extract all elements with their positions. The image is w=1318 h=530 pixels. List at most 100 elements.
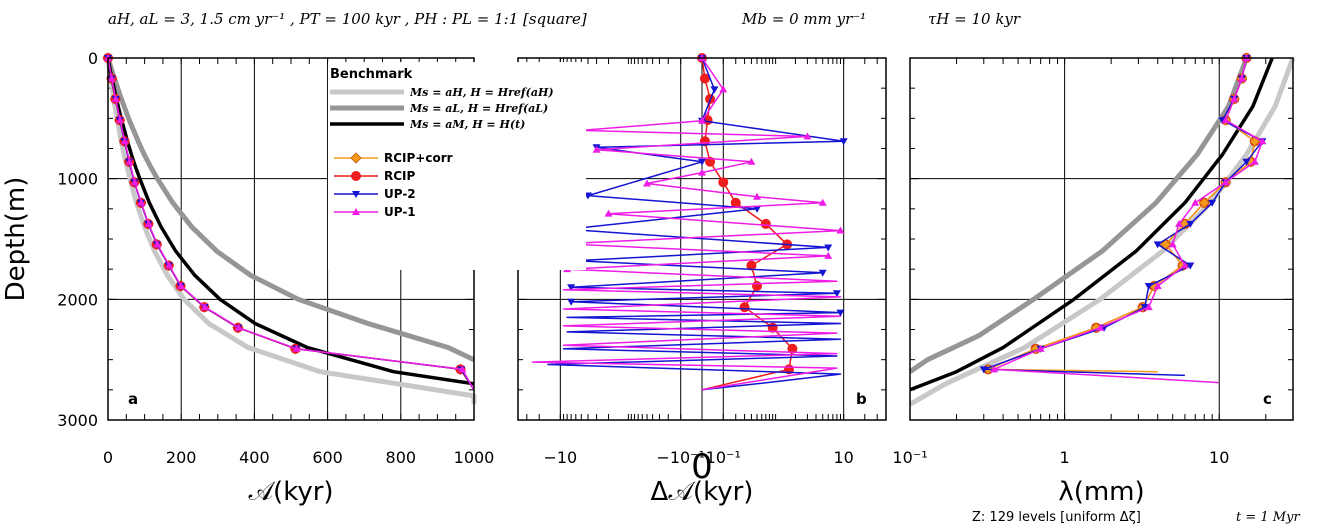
data-point [1180, 261, 1189, 269]
data-point [1208, 199, 1217, 207]
data-point [584, 192, 593, 200]
legend-item: UP-2 [334, 187, 416, 201]
plot-frame [909, 57, 1294, 421]
x-tick-label: −10⁻¹ [656, 448, 705, 467]
data-point [1140, 304, 1149, 312]
legend-box [328, 62, 586, 270]
data-point [177, 282, 186, 290]
legend-label: Ms = aH, H = Href(aH) [409, 86, 554, 99]
y-tick-label: 0 [88, 49, 98, 68]
legend-label: Ms = aM, H = H(t) [409, 118, 525, 131]
data-point [824, 244, 833, 252]
data-point [234, 323, 243, 331]
data-point [739, 302, 750, 313]
panel-c: c 10⁻¹ 1 10 λ(mm) [892, 52, 1296, 507]
series-line-ms-al-h-href-al- [105, 57, 476, 362]
legend-item: Ms = aL, H = Href(aL) [330, 102, 548, 115]
data-point [107, 74, 116, 82]
panels: a 0 200 400 600 800 1000 𝒜(kyr) 0 1000 2000 3000 Dep… [1, 49, 1296, 507]
x-tick-label: 200 [166, 448, 197, 467]
data-point [1230, 95, 1239, 103]
x-tick-label: 600 [312, 448, 343, 467]
legend-marker [351, 171, 361, 181]
data-point [125, 157, 134, 165]
data-point [567, 298, 576, 306]
x-tick-label: −10 [543, 448, 577, 467]
x-axis-label: 𝒜(kyr) [248, 477, 333, 507]
data-point [803, 132, 812, 140]
data-point [458, 365, 467, 373]
data-point [824, 251, 833, 259]
data-point [292, 344, 301, 352]
data-point [1153, 241, 1162, 249]
legend-label: RCIP [384, 169, 416, 183]
data-point [746, 260, 757, 271]
data-point [120, 137, 129, 145]
panel-letter: b [856, 390, 867, 408]
data-point [1242, 158, 1251, 166]
data-point [698, 168, 706, 176]
legend-marker [350, 152, 362, 164]
series-line-up-1 [531, 57, 842, 391]
data-point [165, 261, 174, 269]
x-tick-label: 400 [239, 448, 270, 467]
legend-label: UP-2 [384, 187, 416, 201]
y-tick-label: 2000 [57, 290, 98, 309]
series-line-rcip-corr [987, 57, 1256, 373]
data-point [200, 303, 209, 311]
data-point [1144, 283, 1153, 291]
data-point [710, 86, 719, 94]
legend-label: UP-1 [384, 205, 416, 219]
data-point [1258, 137, 1267, 145]
header-mb: Mb = 0 mm yr⁻¹ [741, 10, 866, 28]
data-point [839, 138, 848, 146]
header-params: aH, aL = 3, 1.5 cm yr⁻¹ , PT = 100 kyr ,… [108, 10, 587, 28]
y-axis-label: Depth(m) [1, 177, 31, 302]
data-point [604, 209, 613, 217]
legend-marker [352, 191, 360, 198]
data-point [718, 177, 729, 188]
data-point [1221, 178, 1230, 186]
panel-letter: a [128, 390, 138, 408]
data-point [1168, 240, 1177, 248]
data-point [818, 269, 827, 277]
data-point [116, 116, 125, 124]
panel-letter: c [1263, 390, 1272, 408]
data-point [730, 197, 741, 208]
series-line-ms-al-h-href-al- [908, 57, 1249, 374]
x-tick-label: 10⁻¹ [892, 448, 927, 467]
data-point [719, 85, 728, 93]
x-tick-label: 0 [103, 448, 113, 467]
data-point [698, 158, 706, 166]
data-point [137, 198, 146, 206]
data-point [1036, 344, 1045, 352]
x-tick-label: 10 [833, 448, 853, 467]
data-point [1144, 303, 1153, 311]
legend-item: RCIP [334, 169, 416, 183]
series-line-up-1 [993, 57, 1264, 384]
series-line-ms-am-h-h-t- [909, 57, 1274, 392]
x-tick-label: 0 [691, 447, 713, 487]
legend-label: Ms = aL, H = Href(aL) [409, 102, 548, 115]
header-tau: τH = 10 kyr [928, 10, 1021, 28]
data-point [567, 284, 576, 292]
data-point [747, 157, 756, 165]
legend-item: Ms = aH, H = Href(aH) [330, 86, 554, 99]
legend-item: Ms = aM, H = H(t) [330, 118, 525, 131]
data-point [698, 116, 706, 124]
data-point [753, 192, 762, 200]
data-point [836, 226, 845, 234]
data-point [1221, 116, 1230, 124]
data-point [832, 290, 841, 298]
data-point [818, 198, 827, 206]
x-tick-label: 10⁻¹ [706, 448, 741, 467]
data-point [642, 179, 651, 187]
data-point [979, 366, 988, 374]
y-tick-label: 1000 [57, 170, 98, 189]
data-point [990, 365, 999, 373]
data-point [753, 205, 762, 213]
data-point [592, 145, 601, 153]
data-point [752, 281, 763, 292]
data-point [1250, 157, 1259, 165]
